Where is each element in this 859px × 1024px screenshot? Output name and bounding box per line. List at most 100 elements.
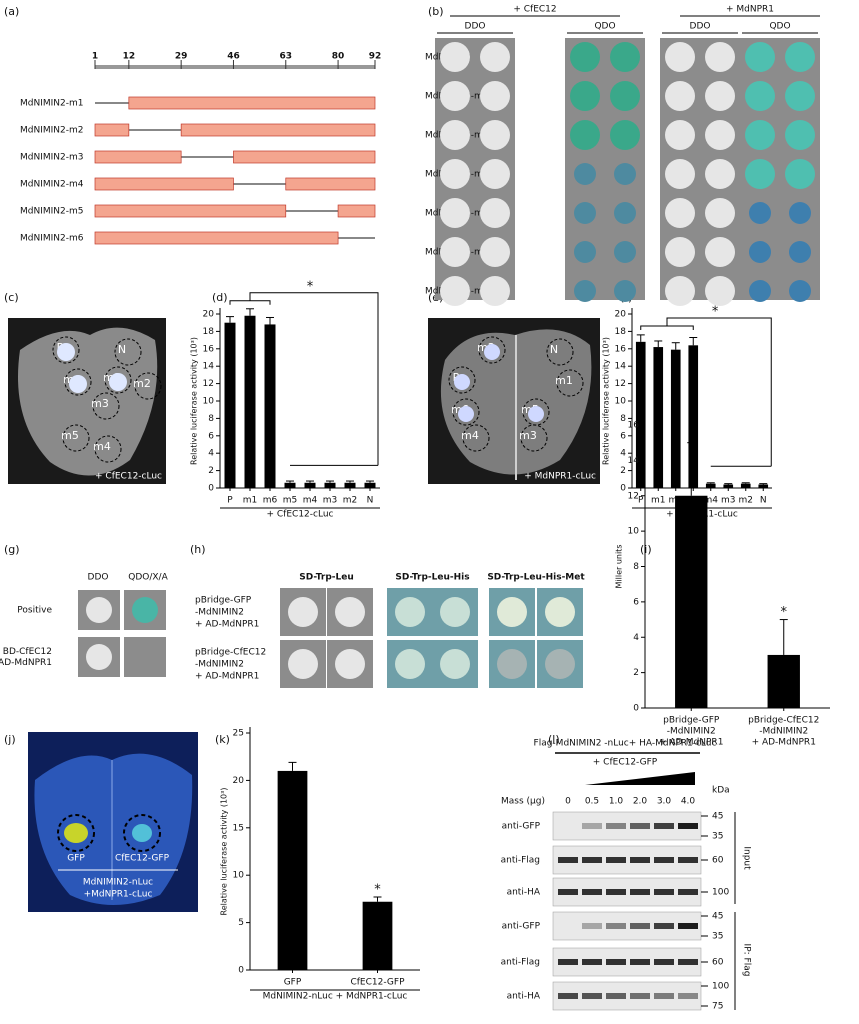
bar — [688, 345, 699, 488]
media-label: SD-Trp-Leu-His-Met — [487, 573, 585, 583]
band — [582, 889, 602, 895]
tick-label: 46 — [227, 52, 240, 62]
x-tick-label: m6 — [263, 496, 278, 506]
media-label: SD-Trp-Leu — [299, 573, 354, 583]
label: kDa — [712, 786, 730, 796]
y-tick-label: 15 — [233, 823, 244, 833]
colony — [665, 159, 695, 189]
band — [678, 889, 698, 895]
colony — [335, 597, 365, 627]
label: + AD-MdNPR1 — [195, 672, 259, 682]
spot-circle — [556, 369, 584, 397]
y-tick-label: 0 — [620, 484, 626, 494]
y-tick-label: 6 — [633, 597, 639, 607]
y-tick-label: 10 — [628, 527, 640, 537]
spot-circle — [104, 366, 132, 394]
spot-label: m5 — [61, 429, 79, 442]
domain-box — [94, 123, 130, 137]
label: 100 — [712, 982, 729, 992]
y-tick-label: 12 — [615, 379, 626, 389]
luminescence — [64, 823, 88, 843]
panel-label: (b) — [428, 5, 444, 18]
panel-label: (k) — [215, 733, 230, 746]
y-tick-label: 20 — [203, 310, 215, 320]
colony — [789, 241, 811, 263]
band — [606, 993, 626, 999]
y-tick-label: 5 — [238, 918, 244, 928]
media-label: QDO/X/A — [128, 573, 168, 583]
bar — [264, 324, 276, 488]
label: anti-HA — [507, 888, 541, 898]
band — [630, 857, 650, 863]
label: 35 — [712, 832, 723, 842]
x-tick-label: m3 — [323, 496, 338, 506]
label: -MdNIMIN2 — [195, 660, 244, 670]
label: anti-HA — [507, 992, 541, 1002]
colony — [745, 81, 775, 111]
label: pBridge-GFP — [195, 596, 252, 606]
spot-label: GFP — [67, 854, 85, 864]
x-tick-label: -MdNIMIN2 — [667, 727, 716, 737]
colony — [665, 198, 695, 228]
bar — [670, 349, 681, 488]
panel-label: (d) — [212, 291, 228, 304]
colony — [610, 42, 640, 72]
domain-box — [94, 231, 339, 245]
spot-label: m3 — [519, 429, 537, 442]
label: 4.0 — [681, 797, 696, 807]
tick-label: 1 — [92, 52, 98, 62]
annotation: * — [374, 883, 381, 898]
colony — [705, 198, 735, 228]
colony — [705, 237, 735, 267]
band — [654, 923, 674, 929]
spot-circle — [123, 814, 161, 852]
colony — [395, 597, 425, 627]
y-tick-label: 4 — [633, 633, 639, 643]
y-axis-label: Relative luciferase activity (10³) — [602, 337, 611, 465]
spot-label: N — [550, 343, 558, 356]
band — [630, 923, 650, 929]
colony — [480, 42, 510, 72]
panel-label: (j) — [4, 733, 16, 746]
domain-box — [94, 150, 182, 164]
luminescence — [132, 824, 152, 842]
band — [654, 857, 674, 863]
colony — [785, 120, 815, 150]
x-tick-label: + AD-MdNPR1 — [659, 738, 723, 748]
colony — [132, 597, 158, 623]
bar — [304, 482, 316, 488]
label: anti-Flag — [501, 856, 540, 866]
colony — [440, 198, 470, 228]
band — [630, 959, 650, 965]
colony — [335, 649, 365, 679]
x-tick-label: N — [760, 496, 767, 506]
luminescence — [528, 406, 544, 422]
tick-label: 63 — [280, 52, 293, 62]
y-tick-label: 10 — [615, 397, 627, 407]
label: 60 — [712, 958, 724, 968]
plate — [124, 637, 166, 677]
label: MdNIMIN2-m6 — [20, 234, 84, 244]
colony — [545, 597, 575, 627]
label: 100 — [712, 888, 729, 898]
colony — [480, 159, 510, 189]
gradient-wedge — [585, 772, 695, 785]
y-tick-label: 0 — [633, 704, 639, 714]
domain-box — [180, 123, 376, 137]
x-tick-label: P — [227, 496, 233, 506]
bar — [740, 483, 751, 488]
band — [582, 823, 602, 829]
label: 1.0 — [609, 797, 624, 807]
y-tick-label: 14 — [203, 362, 215, 372]
bar — [324, 482, 336, 488]
spot-label: N — [118, 343, 126, 356]
band — [678, 993, 698, 999]
bar — [344, 482, 356, 488]
colony — [480, 276, 510, 306]
colony — [749, 280, 771, 302]
band — [630, 993, 650, 999]
luminescence — [109, 373, 127, 391]
colony — [785, 42, 815, 72]
label: pBridge-CfEC12 — [195, 648, 266, 658]
colony — [574, 202, 596, 224]
